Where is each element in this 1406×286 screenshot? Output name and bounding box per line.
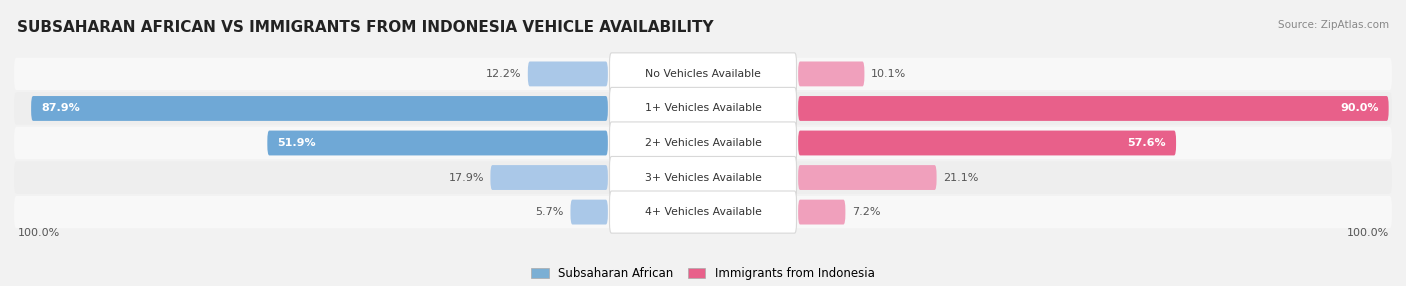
Text: 4+ Vehicles Available: 4+ Vehicles Available — [644, 207, 762, 217]
Text: 51.9%: 51.9% — [277, 138, 316, 148]
Text: 100.0%: 100.0% — [17, 229, 59, 239]
Text: 17.9%: 17.9% — [449, 172, 484, 182]
FancyBboxPatch shape — [610, 156, 796, 198]
FancyBboxPatch shape — [491, 165, 607, 190]
Text: 21.1%: 21.1% — [943, 172, 979, 182]
Text: 100.0%: 100.0% — [1347, 229, 1389, 239]
FancyBboxPatch shape — [571, 200, 607, 225]
Text: 90.0%: 90.0% — [1340, 104, 1379, 114]
FancyBboxPatch shape — [14, 127, 1392, 159]
FancyBboxPatch shape — [31, 96, 607, 121]
FancyBboxPatch shape — [14, 92, 1392, 125]
FancyBboxPatch shape — [799, 131, 1175, 155]
FancyBboxPatch shape — [799, 165, 936, 190]
Text: SUBSAHARAN AFRICAN VS IMMIGRANTS FROM INDONESIA VEHICLE AVAILABILITY: SUBSAHARAN AFRICAN VS IMMIGRANTS FROM IN… — [17, 20, 713, 35]
FancyBboxPatch shape — [610, 191, 796, 233]
Text: 87.9%: 87.9% — [41, 104, 80, 114]
Text: No Vehicles Available: No Vehicles Available — [645, 69, 761, 79]
FancyBboxPatch shape — [799, 61, 865, 86]
FancyBboxPatch shape — [267, 131, 607, 155]
Text: 5.7%: 5.7% — [536, 207, 564, 217]
FancyBboxPatch shape — [799, 200, 845, 225]
FancyBboxPatch shape — [14, 161, 1392, 194]
FancyBboxPatch shape — [14, 58, 1392, 90]
FancyBboxPatch shape — [799, 96, 1389, 121]
Text: 7.2%: 7.2% — [852, 207, 880, 217]
Text: 12.2%: 12.2% — [485, 69, 522, 79]
Text: 2+ Vehicles Available: 2+ Vehicles Available — [644, 138, 762, 148]
FancyBboxPatch shape — [14, 196, 1392, 228]
Text: 57.6%: 57.6% — [1128, 138, 1166, 148]
Text: 3+ Vehicles Available: 3+ Vehicles Available — [644, 172, 762, 182]
FancyBboxPatch shape — [610, 88, 796, 130]
FancyBboxPatch shape — [527, 61, 607, 86]
FancyBboxPatch shape — [610, 53, 796, 95]
Text: 1+ Vehicles Available: 1+ Vehicles Available — [644, 104, 762, 114]
Legend: Subsaharan African, Immigrants from Indonesia: Subsaharan African, Immigrants from Indo… — [531, 267, 875, 280]
FancyBboxPatch shape — [610, 122, 796, 164]
Text: Source: ZipAtlas.com: Source: ZipAtlas.com — [1278, 20, 1389, 30]
Text: 10.1%: 10.1% — [870, 69, 907, 79]
